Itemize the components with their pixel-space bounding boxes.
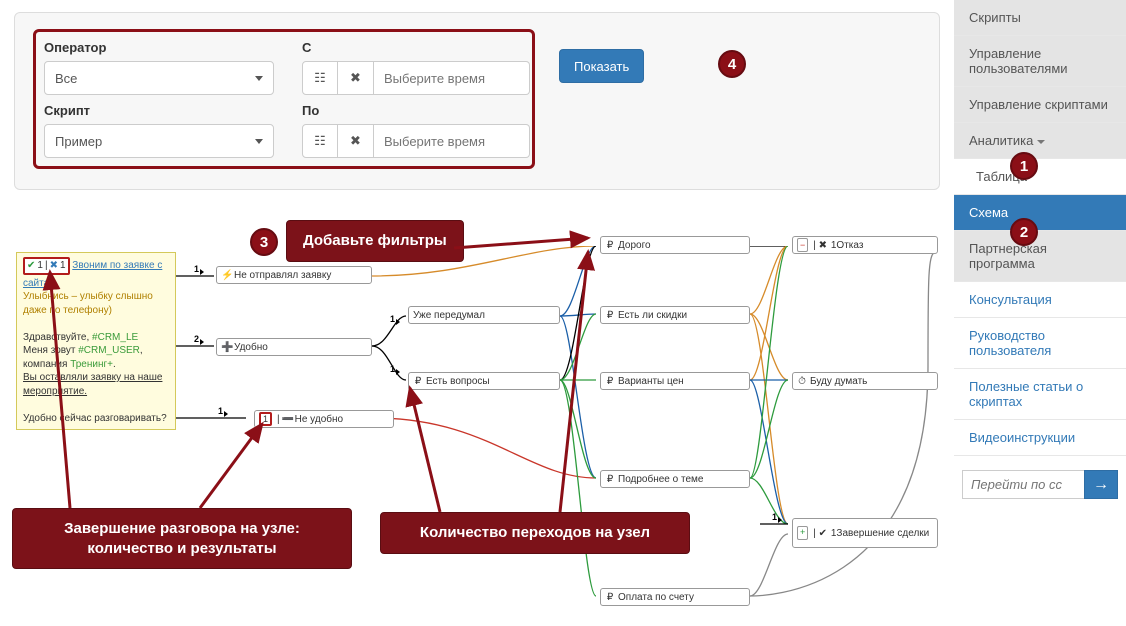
svg-text:1: 1 — [580, 260, 585, 270]
sidebar-item-1[interactable]: Управление пользователями — [954, 36, 1126, 87]
sidebar-item-5[interactable]: Схема — [954, 195, 1126, 231]
sidebar-item-0[interactable]: Скрипты — [954, 0, 1126, 36]
callout-left-1: Завершение разговора на узле: — [29, 519, 335, 539]
node-n5[interactable]: ₽Есть вопросы — [408, 372, 560, 390]
goto-button[interactable]: → — [1084, 470, 1118, 499]
calendar-from-button[interactable]: ☷ — [302, 61, 338, 95]
svg-text:1: 1 — [390, 364, 395, 374]
stat-fail: 1 — [60, 259, 66, 273]
node-n4[interactable]: Уже передумал — [408, 306, 560, 324]
caret-icon — [255, 76, 263, 81]
node-n11[interactable]: ⏱Буду думать — [792, 372, 938, 390]
sidebar-item-4[interactable]: Таблица — [954, 159, 1126, 195]
start-node[interactable]: ✔ 1 | ✖ 1 Звоним по заявке с сайта. Улыб… — [16, 252, 176, 430]
svg-text:2: 2 — [194, 334, 199, 344]
filters-highlight: Оператор Все Скрипт Пример С ☷ ✖ — [33, 29, 535, 169]
operator-label: Оператор — [44, 40, 274, 55]
clear-to-button[interactable]: ✖ — [338, 124, 374, 158]
node-n6[interactable]: ₽Дорого — [600, 236, 750, 254]
clear-from-button[interactable]: ✖ — [338, 61, 374, 95]
sidebar: СкриптыУправление пользователямиУправлен… — [954, 0, 1126, 513]
goto-input[interactable] — [962, 470, 1084, 499]
node-n13[interactable]: ₽Оплата по счету — [600, 588, 750, 606]
caret-icon — [255, 139, 263, 144]
to-input[interactable] — [374, 124, 530, 158]
callout-mid: Количество переходов на узел — [380, 512, 690, 554]
from-input[interactable] — [374, 61, 530, 95]
operator-select[interactable]: Все — [44, 61, 274, 95]
badge-4: 4 — [718, 50, 746, 78]
node-n1[interactable]: ⚡Не отправлял заявку — [216, 266, 372, 284]
calendar-icon: ☷ — [314, 70, 326, 86]
start-line5: Удобно сейчас разговаривать? — [23, 413, 167, 424]
script-value: Пример — [55, 134, 102, 149]
svg-text:1: 1 — [390, 314, 395, 324]
svg-text:1: 1 — [194, 264, 199, 274]
calendar-to-button[interactable]: ☷ — [302, 124, 338, 158]
diagram-canvas: 1 2 1 1 1 1 1 1 ✔ 1 | ✖ 1 Звоним по заявке с са… — [8, 246, 944, 626]
callout-left-2: количество и результаты — [29, 539, 335, 559]
filter-panel: Оператор Все Скрипт Пример С ☷ ✖ — [14, 12, 940, 190]
node-n2[interactable]: ➕Удобно — [216, 338, 372, 356]
main-area: Оператор Все Скрипт Пример С ☷ ✖ — [0, 0, 954, 190]
sidebar-item-10[interactable]: Видеоинструкции — [954, 420, 1126, 456]
operator-value: Все — [55, 71, 77, 86]
sidebar-item-2[interactable]: Управление скриптами — [954, 87, 1126, 123]
sidebar-item-8[interactable]: Руководство пользователя — [954, 318, 1126, 369]
calendar-icon: ☷ — [314, 133, 326, 149]
badge-2: 2 — [1010, 218, 1038, 246]
callout-left: Завершение разговора на узле: количество… — [12, 508, 352, 569]
badge-1: 1 — [1010, 152, 1038, 180]
svg-text:1: 1 — [772, 512, 777, 522]
badge-3: 3 — [250, 228, 278, 256]
sidebar-item-9[interactable]: Полезные статьи о скриптах — [954, 369, 1126, 420]
goto-form: → — [962, 470, 1118, 499]
node-n10[interactable]: −| ✖1Отказ — [792, 236, 938, 254]
close-icon: ✖ — [350, 70, 361, 86]
script-label: Скрипт — [44, 103, 274, 118]
stat-success: 1 — [37, 259, 43, 273]
node-n8[interactable]: ₽Варианты цен — [600, 372, 750, 390]
node-n7[interactable]: ₽Есть ли скидки — [600, 306, 750, 324]
from-label: С — [302, 40, 530, 55]
node-n12[interactable]: +| ✔1Завершение сделки — [792, 518, 938, 548]
script-select[interactable]: Пример — [44, 124, 274, 158]
sidebar-item-7[interactable]: Консультация — [954, 282, 1126, 318]
to-label: По — [302, 103, 530, 118]
svg-text:1: 1 — [218, 406, 223, 416]
show-button[interactable]: Показать — [559, 49, 644, 83]
close-icon: ✖ — [350, 133, 361, 149]
start-line4: Вы оставляли заявку на наше мероприятие. — [23, 372, 162, 397]
sidebar-item-6[interactable]: Партнерская программа — [954, 231, 1126, 282]
sidebar-item-3[interactable]: Аналитика — [954, 123, 1126, 159]
callout-filters: Добавьте фильтры — [286, 220, 464, 262]
node-n9[interactable]: ₽Подробнее о теме — [600, 470, 750, 488]
node-n3[interactable]: 1| ➖Не удобно — [254, 410, 394, 428]
start-line2: Улыбнись – улыбку слышно даже по телефон… — [23, 291, 153, 316]
